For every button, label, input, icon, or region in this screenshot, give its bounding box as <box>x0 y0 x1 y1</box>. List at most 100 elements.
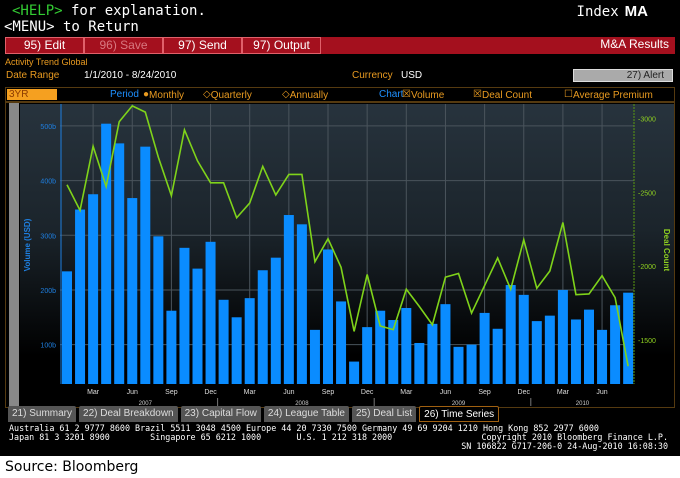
help-hint: <HELP> for explanation. <box>12 3 206 19</box>
volume-bar <box>62 271 72 384</box>
volume-bar <box>205 241 216 384</box>
volume-bar <box>75 209 86 384</box>
x-tick-label: Jun <box>127 389 138 396</box>
scrollbar[interactable] <box>9 103 19 407</box>
volume-bar <box>336 301 347 384</box>
bloomberg-terminal: <HELP> for explanation. <MENU> to Return… <box>0 0 680 456</box>
send-button[interactable]: 97) Send <box>163 37 242 54</box>
volume-bar <box>349 361 360 384</box>
save-button[interactable]: 96) Save <box>84 37 163 54</box>
x-tick-label: Mar <box>87 389 100 396</box>
volume-bar <box>114 143 125 384</box>
tab-capital-flow[interactable]: 23) Capital Flow <box>180 406 261 422</box>
results-title: M&A Results <box>600 37 669 51</box>
index-text: Index <box>576 4 619 20</box>
tab-summary[interactable]: 21) Summary <box>8 406 77 422</box>
y-axis-title: Volume (USD) <box>23 218 32 271</box>
y2-tick-label: -2500 <box>638 190 656 197</box>
output-button[interactable]: 97) Output <box>242 37 321 54</box>
volume-bar <box>296 224 307 384</box>
year-label: 2009 <box>452 401 466 407</box>
volume-bar <box>518 294 529 384</box>
deal-count-line <box>66 104 629 367</box>
x-tick-label: Dec <box>518 389 531 396</box>
y-tick-label: 300b <box>40 233 56 240</box>
activity-title: Activity Trend Global <box>5 57 88 67</box>
volume-bar <box>218 299 229 384</box>
x-tick-label: Mar <box>244 389 257 396</box>
tab-deal-list[interactable]: 25) Deal List <box>352 406 417 422</box>
year-label: 2007 <box>139 401 153 407</box>
chart-label: Chart <box>379 89 404 100</box>
volume-bar <box>531 321 542 384</box>
volume-checkbox[interactable]: ☒ Volume <box>402 89 445 101</box>
year-label: 2010 <box>576 401 590 407</box>
x-tick-label: Jun <box>596 389 607 396</box>
help-key[interactable]: <HELP> <box>12 3 63 19</box>
period-annually-radio[interactable]: ◇ Annually <box>282 89 329 101</box>
volume-label: Volume <box>410 90 445 101</box>
volume-bar <box>479 312 490 384</box>
edit-button[interactable]: 95) Edit <box>5 37 84 54</box>
volume-bar <box>401 307 412 384</box>
period-quarterly-radio[interactable]: ◇ Quarterly <box>203 89 252 101</box>
y-tick-label: 400b <box>40 179 56 186</box>
volume-bar <box>623 292 634 384</box>
volume-bar <box>244 298 255 384</box>
volume-bar <box>466 344 477 384</box>
volume-bar <box>440 304 451 384</box>
annually-label: Annually <box>289 90 329 101</box>
volume-bar <box>323 249 333 384</box>
x-tick-label: Sep <box>165 389 178 396</box>
tab-league-table[interactable]: 24) League Table <box>263 406 349 422</box>
y-tick-label: 200b <box>40 288 56 295</box>
volume-bar <box>414 342 425 384</box>
tab-deal-breakdown[interactable]: 22) Deal Breakdown <box>79 406 178 422</box>
y2-tick-label: -3000 <box>638 117 656 124</box>
volume-bar <box>140 146 151 384</box>
source-caption: Source: Bloomberg <box>5 459 139 475</box>
deal-count-label: Deal Count <box>481 90 532 101</box>
volume-bar <box>557 289 568 384</box>
date-range-label: Date Range <box>6 70 60 81</box>
range-select[interactable]: 3YR <box>7 89 57 100</box>
volume-bar <box>101 123 112 384</box>
date-range-value[interactable]: 1/1/2010 - 8/24/2010 <box>84 70 177 81</box>
currency-label: Currency <box>352 70 393 81</box>
y-tick-label: 100b <box>40 343 56 350</box>
x-tick-label: Sep <box>322 389 335 396</box>
volume-bar <box>362 327 373 384</box>
volume-bar <box>231 317 242 384</box>
y2-axis-title: Deal Count <box>662 229 671 272</box>
volume-bar <box>570 319 581 384</box>
help-text: for explanation. <box>62 3 206 19</box>
menu-hint[interactable]: <MENU> to Return <box>4 19 139 35</box>
time-series-chart: 100b 200b 300b 400b 500b Mar Jun Sep Dec Mar Jun Se… <box>20 104 674 407</box>
volume-bar <box>584 309 594 384</box>
volume-bar <box>309 329 320 384</box>
average-premium-checkbox[interactable]: ☐ Average Premium <box>564 89 653 101</box>
currency-value[interactable]: USD <box>401 70 423 81</box>
volume-bar <box>270 257 281 384</box>
x-tick-label: Jun <box>440 389 451 396</box>
chart-options-bar: 3YR Period ● Monthly ◇ Quarterly ◇ Annuall… <box>5 87 675 102</box>
alert-button[interactable]: 27) Alert <box>573 69 673 82</box>
monthly-label: Monthly <box>149 90 185 101</box>
deal-count-checkbox[interactable]: ☒ Deal Count <box>473 89 532 101</box>
average-premium-label: Average Premium <box>572 90 653 101</box>
volume-bar <box>179 247 190 384</box>
x-tick-label: Jun <box>283 389 294 396</box>
tab-time-series[interactable]: 26) Time Series <box>419 406 500 422</box>
index-code: MA <box>624 3 648 20</box>
y-tick-label: 500b <box>40 124 56 131</box>
index-label: Index MA <box>577 3 648 20</box>
volume-bar <box>597 329 608 384</box>
volume-bar <box>505 285 516 384</box>
footer-line-1: Australia 61 2 9777 8600 Brazil 5511 304… <box>9 423 599 433</box>
x-tick-label: Dec <box>204 389 217 396</box>
period-monthly-radio[interactable]: ● Monthly <box>143 89 185 101</box>
quarterly-label: Quarterly <box>210 90 252 101</box>
volume-bar <box>610 305 621 384</box>
period-label: Period <box>110 89 139 100</box>
x-tick-label: Mar <box>557 389 570 396</box>
